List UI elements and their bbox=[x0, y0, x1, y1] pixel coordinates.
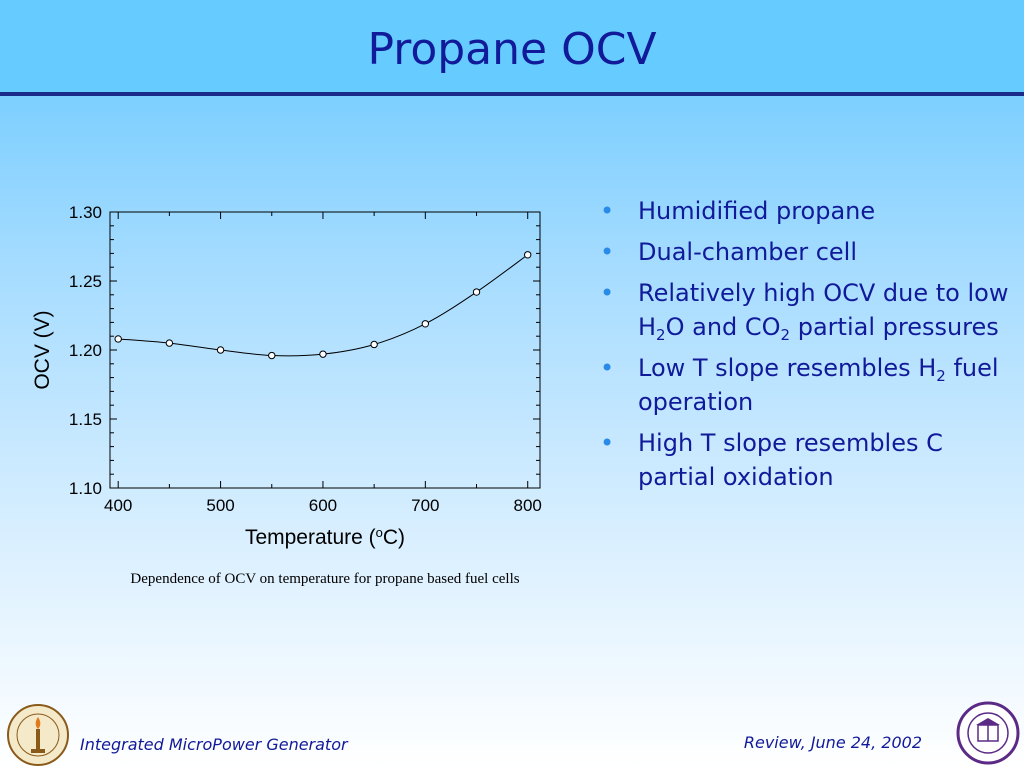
bullet-text: Humidified propane bbox=[638, 197, 876, 225]
northwestern-seal-icon bbox=[956, 701, 1020, 765]
figure-caption: Dependence of OCV on temperature for pro… bbox=[130, 571, 520, 587]
x-axis-title: Temperature (oC) bbox=[245, 525, 405, 550]
data-point bbox=[216, 346, 225, 354]
data-point bbox=[165, 339, 174, 347]
bullet-text: fuel operation bbox=[638, 354, 999, 416]
data-point bbox=[114, 335, 122, 343]
bullet-dot-icon: • bbox=[600, 279, 615, 307]
bullet-text: High T slope resembles C partial oxidati… bbox=[638, 429, 943, 491]
y-axis-title: OCV (V) bbox=[31, 310, 54, 389]
bullet-text: partial pressures bbox=[790, 313, 999, 341]
data-point bbox=[268, 351, 276, 360]
data-point bbox=[421, 320, 430, 328]
x-tick-label: 800 bbox=[514, 496, 542, 515]
data-point bbox=[472, 288, 481, 296]
x-tick-label: 600 bbox=[309, 496, 337, 515]
tick-labels: 400 500 600 700 800 1.10 1.15 1.20 1.25 1.30 bbox=[69, 203, 542, 515]
bullet-text: 2 bbox=[780, 326, 791, 344]
series-line bbox=[118, 254, 529, 357]
y-tick-label: 1.25 bbox=[69, 272, 102, 291]
page-title: Propane OCV bbox=[367, 24, 657, 75]
data-point bbox=[524, 251, 532, 259]
title-band bbox=[0, 0, 1024, 96]
y-tick-label: 1.30 bbox=[69, 203, 102, 222]
bullet-list: • Humidified propane • Dual-chamber cell • Re… bbox=[600, 194, 1020, 501]
bullet-text: Dual-chamber cell bbox=[638, 238, 858, 266]
bullet-text: Low T slope resembles H bbox=[638, 354, 937, 382]
y-tick-label: 1.20 bbox=[69, 341, 102, 360]
axis-ticks bbox=[110, 211, 540, 489]
bullet-item: • Dual-chamber cell bbox=[600, 235, 1020, 269]
bullet-item: • Low T slope resembles H2 fuel operation bbox=[600, 351, 1020, 419]
bullet-text: Relatively high OCV due to low H bbox=[638, 279, 1009, 341]
bullet-item: • High T slope resembles C partial oxidat… bbox=[600, 426, 1020, 494]
y-tick-label: 1.10 bbox=[69, 479, 102, 498]
footer-project-name: Integrated MicroPower Generator bbox=[80, 735, 348, 754]
bullet-item: • Humidified propane bbox=[600, 194, 1020, 228]
bullet-dot-icon: • bbox=[600, 238, 615, 266]
bullet-text: 2 bbox=[656, 326, 666, 344]
bullet-text: O and CO bbox=[665, 313, 781, 341]
bullet-dot-icon: • bbox=[600, 354, 615, 382]
data-point bbox=[319, 350, 327, 358]
data-point bbox=[370, 340, 378, 349]
y-tick-label: 1.15 bbox=[69, 410, 102, 429]
x-axis-title-main: Temperature ( bbox=[245, 526, 376, 549]
x-tick-label: 700 bbox=[411, 496, 439, 515]
x-axis-title-end: C) bbox=[383, 526, 405, 549]
bullet-item: • Relatively high OCV due to low H2O and … bbox=[600, 276, 1020, 344]
data-points bbox=[114, 251, 532, 360]
footer-date: Review, June 24, 2002 bbox=[743, 733, 922, 752]
bullet-dot-icon: • bbox=[600, 429, 615, 457]
bullet-text: 2 bbox=[936, 367, 946, 385]
plot-frame bbox=[109, 211, 541, 489]
caltech-seal-icon bbox=[7, 704, 69, 766]
bullet-dot-icon: • bbox=[600, 197, 615, 225]
x-tick-label: 400 bbox=[104, 496, 132, 515]
x-axis-title-sup: o bbox=[376, 525, 383, 540]
x-tick-label: 500 bbox=[206, 496, 234, 515]
